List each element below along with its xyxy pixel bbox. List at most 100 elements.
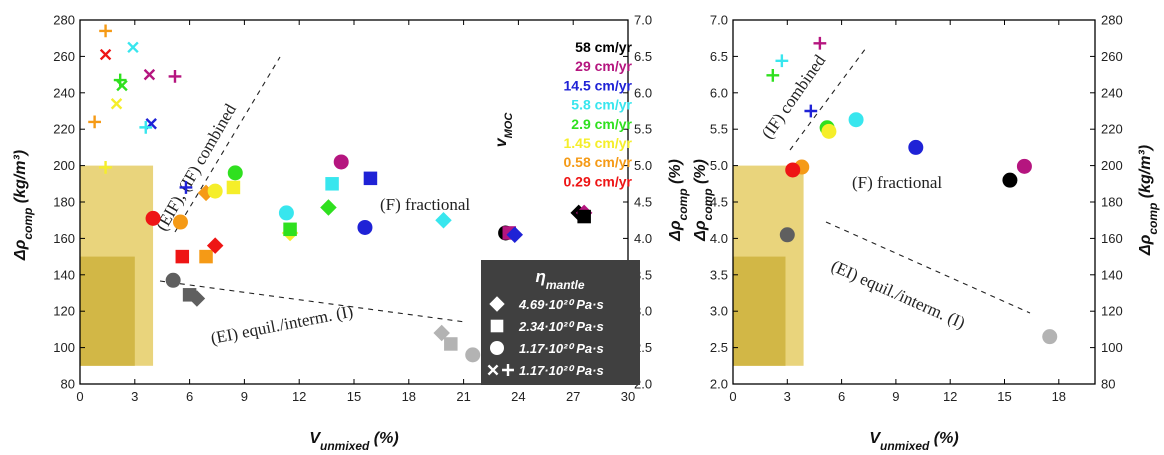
data-point-plus xyxy=(766,68,780,82)
data-point-x xyxy=(127,41,139,54)
x-tick-label: 3 xyxy=(784,389,791,404)
y2-tick-label: 220 xyxy=(1101,122,1123,137)
data-point-x xyxy=(110,97,123,110)
left-regime-fractional: (F) fractional xyxy=(380,195,470,214)
legend-marker-x xyxy=(487,364,499,376)
x-tick-label: 24 xyxy=(511,389,525,404)
left-regime-equil: (EI) equil./interm. (I) xyxy=(209,302,354,348)
right-regime-combined: (IF) combined xyxy=(758,51,830,142)
right-regime-equil: (EI) equil./interm. (I) xyxy=(828,256,968,332)
y2-tick-label: 260 xyxy=(1101,49,1123,64)
right-regime-fractional: (F) fractional xyxy=(852,173,942,192)
data-point-square xyxy=(175,249,190,264)
data-point-square xyxy=(363,171,378,186)
data-point-diamond xyxy=(433,324,450,342)
viscosity-legend-label: 2.34·10²⁰ Pa·s xyxy=(518,319,604,334)
y2-tick-label: 6.5 xyxy=(634,49,652,64)
data-point-x xyxy=(116,79,128,92)
y2-tick-label: 180 xyxy=(1101,195,1123,210)
data-point-x xyxy=(99,48,112,61)
left-data-points xyxy=(88,24,593,363)
vmoc-legend-entry: 1.45 cm/yr xyxy=(564,135,633,151)
y-tick-label: 6.5 xyxy=(710,49,728,64)
y2-tick-label: 100 xyxy=(1101,340,1123,355)
y-tick-label: 5.5 xyxy=(710,122,728,137)
x-tick-label: 0 xyxy=(76,389,83,404)
x-tick-label: 15 xyxy=(347,389,361,404)
data-point-square xyxy=(226,180,241,195)
vmoc-legend: vMOC 58 cm/yr 29 cm/yr 14.5 cm/yr 5.8 cm/yr… xyxy=(493,39,633,189)
data-point-circle xyxy=(145,210,161,226)
y-tick-label: 120 xyxy=(53,304,75,319)
data-point-circle xyxy=(1016,158,1032,174)
vmoc-legend-entry: 29 cm/yr xyxy=(575,58,632,74)
y-tick-label: 3.0 xyxy=(710,304,728,319)
y-tick-label: 240 xyxy=(53,85,75,100)
viscosity-legend: ηmantle 4.69·10²⁰ Pa·s 2.34·10²⁰ Pa·s 1.17… xyxy=(481,260,640,385)
data-point-circle xyxy=(227,165,243,181)
x-tick-label: 18 xyxy=(1052,389,1066,404)
viscosity-legend-title: ηmantle xyxy=(535,267,584,292)
y2-tick-label: 5.5 xyxy=(634,122,652,137)
data-point-circle xyxy=(1042,329,1058,345)
y-tick-label: 5.0 xyxy=(710,158,728,173)
right-x-axis-label: Vunmixed (%) xyxy=(869,430,958,453)
data-point-circle xyxy=(779,227,795,243)
legend-marker-circle xyxy=(490,341,504,355)
y2-tick-label: 200 xyxy=(1101,158,1123,173)
data-point-square xyxy=(325,177,339,191)
right-divider-combined xyxy=(789,47,867,151)
right-y2-axis-label: Δρcomp (kg/m³) xyxy=(1137,145,1160,256)
x-tick-label: 12 xyxy=(943,389,957,404)
viscosity-legend-label: 4.69·10²⁰ Pa·s xyxy=(518,297,604,312)
y-tick-label: 4.0 xyxy=(710,231,728,246)
vmoc-legend-title: vMOC xyxy=(493,112,515,148)
viscosity-legend-items: 4.69·10²⁰ Pa·s 2.34·10²⁰ Pa·s 1.17·10²⁰ Pa… xyxy=(487,296,604,378)
vmoc-legend-entry: 0.58 cm/yr xyxy=(564,154,633,170)
x-tick-label: 18 xyxy=(402,389,416,404)
right-shaded-regions xyxy=(733,165,804,366)
vmoc-legend-entry: 2.9 cm/yr xyxy=(571,116,632,132)
data-point-plus xyxy=(139,121,153,134)
data-point-circle xyxy=(357,219,373,235)
data-point-square xyxy=(199,249,213,264)
data-point-circle xyxy=(785,162,801,178)
left-ticks: 0 3 6 9 12 15 18 21 24 27 30 80 100 120 140 160 180 200 22… xyxy=(53,13,652,405)
y2-tick-label: 280 xyxy=(1101,13,1123,28)
data-point-diamond xyxy=(506,226,523,244)
data-point-circle xyxy=(172,214,188,230)
x-tick-label: 27 xyxy=(566,389,580,404)
shaded-region-inner xyxy=(80,256,135,366)
y2-tick-label: 6.0 xyxy=(634,85,652,100)
y2-tick-label: 120 xyxy=(1101,304,1123,319)
vmoc-legend-entry: 14.5 cm/yr xyxy=(564,77,633,93)
data-point-plus xyxy=(99,24,112,38)
data-point-plus xyxy=(88,115,101,129)
data-point-circle xyxy=(848,112,864,128)
legend-marker-square xyxy=(490,319,504,333)
data-point-square xyxy=(444,337,458,351)
x-tick-label: 0 xyxy=(729,389,736,404)
x-tick-label: 6 xyxy=(838,389,845,404)
shaded-region-inner xyxy=(733,256,786,366)
y-tick-label: 200 xyxy=(53,158,75,173)
right-data-points xyxy=(766,36,1058,345)
data-point-circle xyxy=(165,272,181,288)
left-regime-combined: (EIF), (IF) combined xyxy=(152,100,240,234)
x-tick-label: 30 xyxy=(621,389,635,404)
y-tick-label: 220 xyxy=(53,122,75,137)
viscosity-legend-label: 1.17·10²⁰ Pa·s xyxy=(519,363,604,378)
left-y-axis-label: Δρcomp (kg/m³) xyxy=(12,150,35,261)
x-tick-label: 21 xyxy=(456,389,470,404)
left-divider-equil xyxy=(159,280,466,323)
x-tick-label: 6 xyxy=(186,389,193,404)
y-tick-label: 140 xyxy=(53,267,75,282)
viscosity-legend-label: 1.17·10²⁰ Pa·s xyxy=(519,341,604,356)
y-tick-label: 280 xyxy=(53,13,75,28)
y-tick-label: 100 xyxy=(53,340,75,355)
left-y2-axis-label: Δρcomp (%) xyxy=(667,159,690,242)
data-point-circle xyxy=(1002,172,1018,188)
data-point-circle xyxy=(908,139,924,155)
x-tick-label: 3 xyxy=(131,389,138,404)
